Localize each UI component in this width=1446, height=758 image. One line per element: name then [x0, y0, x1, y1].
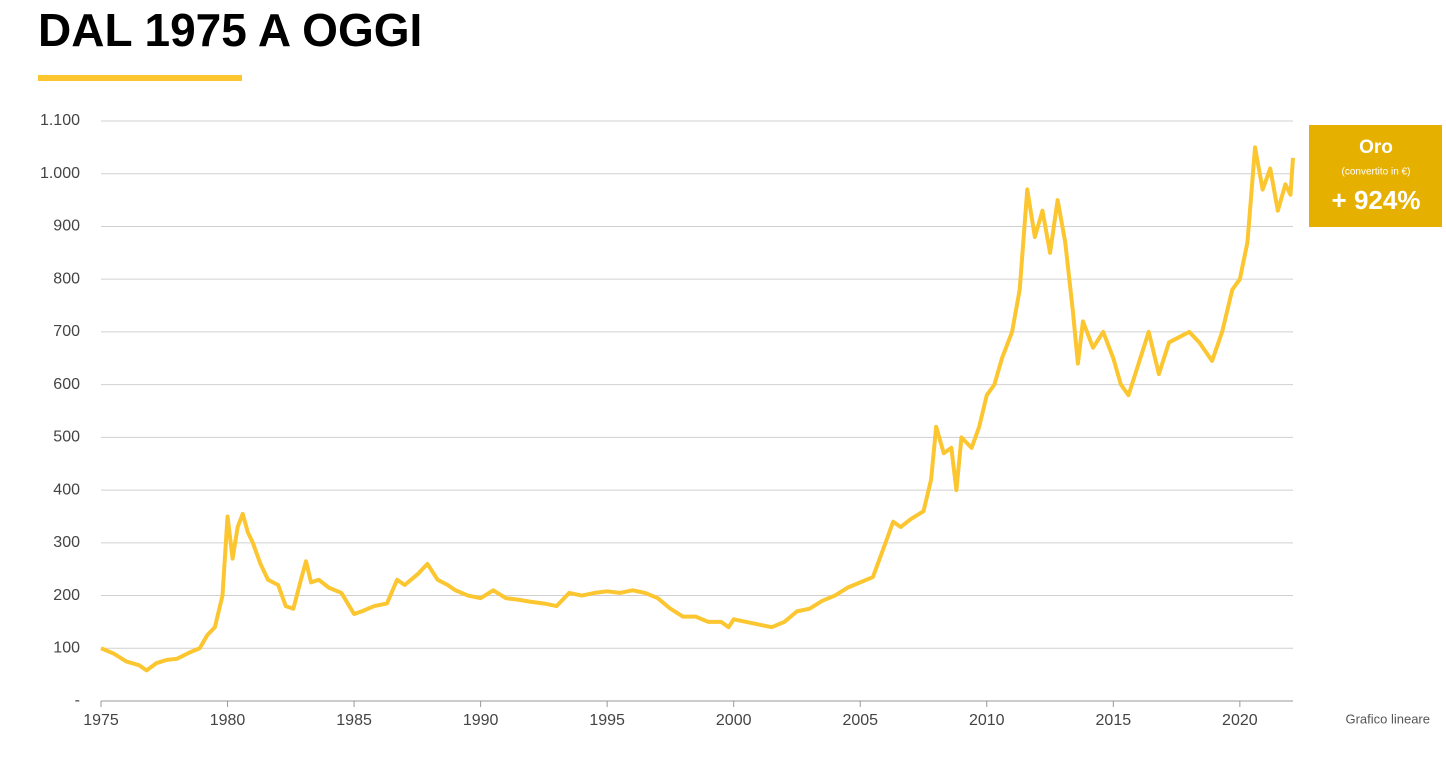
y-tick-label: -	[75, 692, 80, 709]
x-tick-label: 1975	[83, 712, 119, 729]
annotation-title: Oro	[1359, 137, 1393, 158]
x-tick-label: 1985	[336, 712, 372, 729]
x-tick-label: 2020	[1222, 712, 1258, 729]
x-tick-label: 1995	[589, 712, 625, 729]
x-tick-label: 2000	[716, 712, 752, 729]
series-line	[100, 145, 1295, 673]
chart-title: DAL 1975 A OGGI	[38, 4, 422, 56]
annotation-value: + 924%	[1332, 185, 1421, 215]
y-tick-label: 1.000	[40, 165, 80, 182]
y-tick-label: 600	[53, 376, 80, 393]
x-tick-label: 1980	[210, 712, 246, 729]
y-tick-label: 700	[53, 323, 80, 340]
annotation-subtitle: (convertito in €)	[1342, 167, 1411, 178]
x-tick-label: 2015	[1096, 712, 1132, 729]
y-tick-label: 500	[53, 429, 80, 446]
x-tick-label: 2005	[842, 712, 878, 729]
y-tick-label: 1.100	[40, 112, 80, 129]
title-underline	[38, 75, 242, 81]
y-tick-label: 100	[53, 639, 80, 656]
y-tick-label: 300	[53, 534, 80, 551]
x-tick-label: 1990	[463, 712, 499, 729]
y-tick-label: 200	[53, 587, 80, 604]
footer: Grafico lineare	[1345, 711, 1430, 726]
y-tick-label: 900	[53, 218, 80, 235]
y-tick-label: 800	[53, 270, 80, 287]
y-tick-label: 400	[53, 481, 80, 498]
x-tick-label: 2010	[969, 712, 1005, 729]
annotation-box	[1309, 125, 1442, 227]
